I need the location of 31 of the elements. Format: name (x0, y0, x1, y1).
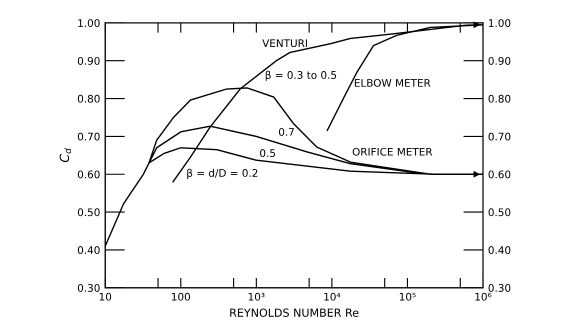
y2-tick-label: 1.00 (489, 19, 510, 27)
x-tick-label: 10³ (248, 292, 265, 301)
y2-tick-label: 0.90 (488, 56, 510, 65)
y-tick-label: 0.50 (78, 208, 100, 216)
y2-tick-label: 0.50 (488, 208, 510, 216)
y-axis-title: C$_{d}$ (60, 148, 72, 162)
y-tick-label: 0.40 (78, 246, 100, 254)
annotation: 0.5 (260, 149, 276, 158)
y-tick-label: 1.00 (78, 19, 100, 27)
y2-tick-label: 0.70 (488, 132, 510, 141)
x-tick-label: 10⁶ (475, 292, 492, 301)
annotation: β = d/D = 0.2 (187, 168, 258, 179)
y-tick-label: 0.30 (78, 284, 100, 292)
annotation: β = 0.3 to 0.5 (266, 70, 336, 81)
x-tick-label: 10⁴ (324, 292, 340, 301)
y-tick-label: 0.90 (78, 56, 100, 65)
y2-tick-label: 0.30 (488, 284, 510, 292)
x-tick-label: 100 (172, 292, 190, 301)
y2-tick-label: 0.80 (488, 94, 510, 103)
annotation: ELBOW METER (354, 78, 430, 87)
x-axis-title: REYNOLDS NUMBER Re (230, 308, 358, 317)
x-tick-label: 10 (100, 292, 112, 301)
y2-tick-label: 0.40 (488, 246, 510, 254)
annotation: VENTURI (262, 39, 307, 48)
y-tick-label: 0.70 (78, 132, 100, 141)
annotation: 0.7 (278, 128, 294, 136)
y-tick-label: 0.60 (78, 170, 100, 178)
y2-tick-label: 0.60 (488, 170, 510, 178)
y-tick-label: 0.80 (78, 94, 100, 103)
x-tick-label: 10⁵ (400, 292, 416, 301)
annotation: ORIFICE METER (352, 148, 432, 156)
